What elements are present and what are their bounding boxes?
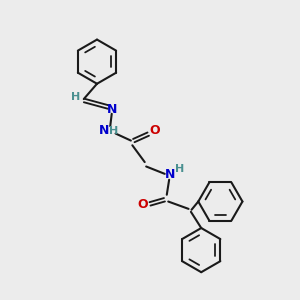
- Text: O: O: [138, 198, 148, 211]
- Text: O: O: [149, 124, 160, 137]
- Text: N: N: [106, 103, 117, 116]
- Text: H: H: [71, 92, 80, 102]
- Text: H: H: [109, 126, 118, 136]
- Text: H: H: [175, 164, 184, 174]
- Text: N: N: [164, 168, 175, 181]
- Text: N: N: [99, 124, 109, 137]
